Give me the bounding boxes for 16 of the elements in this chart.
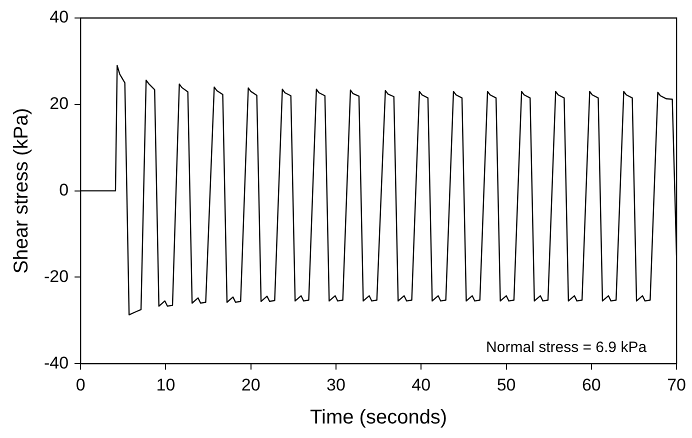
y-tick-label: -40	[44, 353, 69, 372]
y-tick-label: 20	[50, 94, 69, 114]
y-axis-title: Shear stress (kPa)	[10, 108, 33, 274]
x-tick-label: 50	[496, 375, 516, 394]
x-tick-label: 30	[326, 375, 346, 394]
x-tick-label: 10	[156, 375, 176, 394]
x-tick-label: 70	[667, 375, 686, 394]
x-tick-label: 20	[241, 375, 260, 394]
x-axis-title: Time (seconds)	[310, 406, 448, 429]
y-tick-label: -20	[44, 266, 69, 286]
x-tick-label: 40	[412, 375, 431, 394]
x-tick-label: 0	[76, 375, 86, 394]
y-tick-label: 0	[59, 180, 69, 200]
y-tick-label: 40	[50, 8, 69, 27]
x-tick-label: 60	[582, 375, 601, 394]
annotation: Normal stress = 6.9 kPa	[486, 339, 648, 356]
